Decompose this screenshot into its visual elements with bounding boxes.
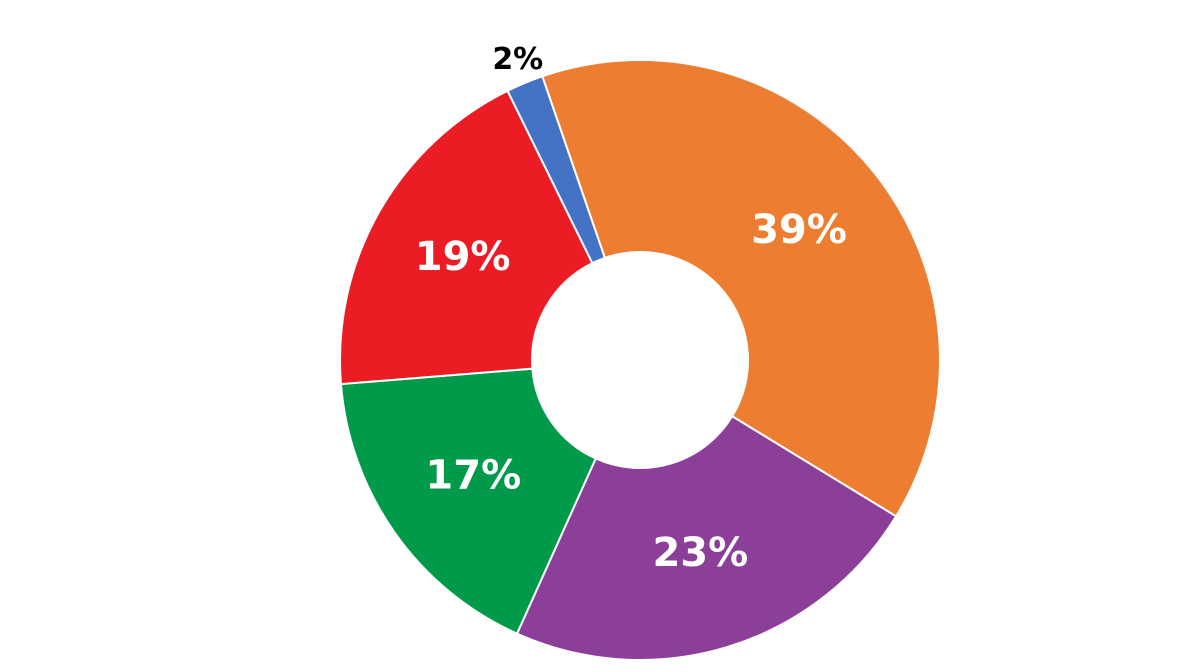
donut-labels: 39% 23% 17% 19% 2% — [415, 42, 847, 576]
slice-data-label: 2% — [492, 42, 543, 77]
donut-slice — [339, 89, 594, 386]
donut-slice — [339, 367, 598, 635]
slice-data-label: 19% — [415, 234, 511, 280]
donut-slices — [339, 59, 941, 661]
donut-slice — [506, 75, 607, 265]
donut-slice — [541, 59, 941, 518]
slice-data-label: 23% — [652, 530, 748, 576]
donut-slice — [515, 414, 898, 661]
slice-data-label: 39% — [751, 207, 847, 253]
slice-data-label: 17% — [425, 453, 521, 499]
